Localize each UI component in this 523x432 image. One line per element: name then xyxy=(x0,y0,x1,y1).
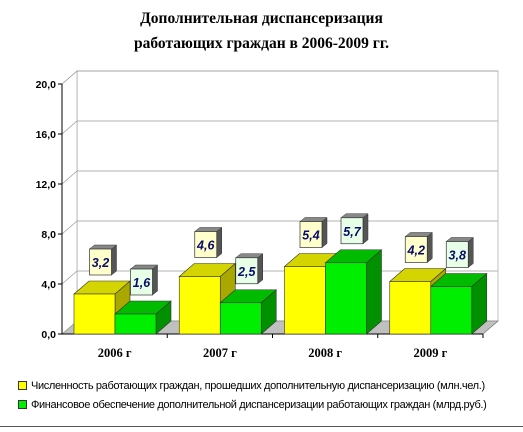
bars xyxy=(73,249,488,335)
chart-title: Дополнительная диспансеризация работающи… xyxy=(0,6,523,56)
data-label-box-side xyxy=(152,264,158,296)
bar-s2-c4 xyxy=(430,286,473,335)
data-label-box-top xyxy=(129,264,159,270)
data-label-box-s2-c1 xyxy=(130,268,153,296)
data-label-s2-c2: 2,5 xyxy=(237,265,256,279)
data-label-s1-c3: 5,4 xyxy=(302,229,319,243)
data-label-box-side xyxy=(321,216,328,249)
bottom-divider xyxy=(0,426,523,427)
data-label-box-s2-c2 xyxy=(235,257,259,285)
data-label-s1-c2: 4,6 xyxy=(196,239,215,253)
legend-swatch-yellow xyxy=(18,381,27,390)
bar-s1-c2 xyxy=(178,276,221,335)
chart-title-line-2: работающих граждан в 2006-2009 гг. xyxy=(133,35,390,52)
legend-label-series-1: Численность работающих граждан, прошедши… xyxy=(31,379,485,392)
data-label-box-top xyxy=(194,227,223,232)
data-label-box-side xyxy=(216,226,222,259)
y-tick-labels: 0,0 4,0 8,0 12,0 16,0 20,0 xyxy=(36,79,57,341)
data-label-s1-c4: 4,2 xyxy=(407,244,425,258)
data-label-box-s1-c4 xyxy=(404,236,428,263)
legend-swatch-green xyxy=(18,400,27,409)
x-tick-label-1: 2006 г xyxy=(98,346,132,360)
bar-s1-c3 xyxy=(284,266,326,335)
data-label-s2-c3: 5,7 xyxy=(343,225,361,239)
x-tick-labels: 2006 г 2007 г 2008 г 2009 г xyxy=(98,346,448,360)
data-label-box-top xyxy=(299,217,328,222)
data-label-box-s2-c3 xyxy=(340,217,364,245)
data-label-box-top xyxy=(88,244,118,250)
y-tick-label: 8,0 xyxy=(41,229,56,241)
data-label-box-top xyxy=(235,253,264,258)
data-label-box-side xyxy=(468,236,474,269)
gridline xyxy=(61,120,498,135)
x-tick-label-3: 2008 г xyxy=(308,346,342,360)
bar-s1-c1 xyxy=(73,293,116,335)
bar-s1-c4 xyxy=(389,281,432,335)
data-label-box-side xyxy=(111,244,117,276)
legend: Численность работающих граждан, прошедши… xyxy=(18,376,523,414)
legend-item-series-1: Численность работающих граждан, прошедши… xyxy=(18,376,523,395)
data-label-box-side xyxy=(362,213,369,245)
bar-side-s2-c3 xyxy=(366,249,382,335)
data-labels: 3,2 1,6 4,6 2,5 5,4 5,7 4,2 3,8 xyxy=(88,213,474,296)
chart-title-line-1: Дополнительная диспансеризация xyxy=(140,10,383,27)
legend-item-series-2: Финансовое обеспечение дополнительной ди… xyxy=(18,395,523,414)
bar-s2-c1 xyxy=(114,313,157,335)
y-tick-label: 20,0 xyxy=(36,79,57,91)
gridline xyxy=(61,170,498,185)
data-label-box-s1-c3 xyxy=(299,221,323,248)
y-tick-label: 12,0 xyxy=(36,179,57,191)
legend-label-series-2: Финансовое обеспечение дополнительной ди… xyxy=(31,398,487,411)
data-label-box-s1-c2 xyxy=(194,231,218,258)
data-label-s1-c1: 3,2 xyxy=(92,256,109,270)
y-tick-label: 4,0 xyxy=(41,279,56,291)
data-label-box-top xyxy=(340,213,369,218)
x-tick-label-2: 2007 г xyxy=(203,346,237,360)
data-label-box-side xyxy=(257,253,263,285)
data-label-box-top xyxy=(404,232,433,237)
x-tick-label-4: 2009 г xyxy=(413,346,447,360)
data-label-box-s1-c1 xyxy=(89,248,112,276)
data-label-s2-c1: 1,6 xyxy=(133,276,151,290)
bar-s2-c3 xyxy=(325,262,367,335)
data-label-s2-c4: 3,8 xyxy=(449,249,466,263)
y-tick-label: 0,0 xyxy=(41,329,56,341)
data-label-box-top xyxy=(445,237,474,242)
bar-s2-c2 xyxy=(219,302,262,335)
data-label-box-s2-c4 xyxy=(445,241,469,268)
y-tick-label: 16,0 xyxy=(36,129,57,141)
data-label-box-side xyxy=(427,231,433,264)
gridline xyxy=(61,70,498,85)
